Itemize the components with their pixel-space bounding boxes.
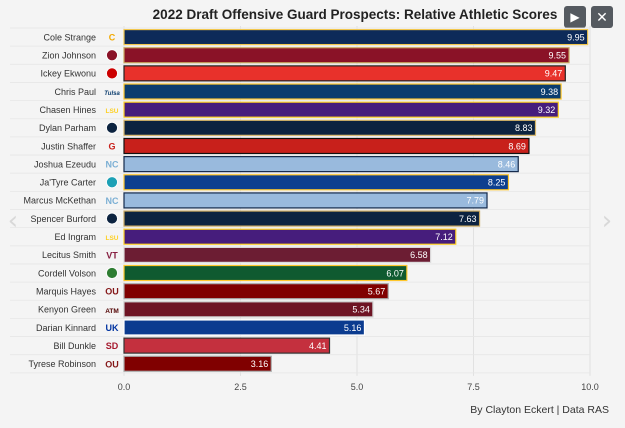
bar xyxy=(123,28,589,46)
logo-sdsu-icon: SD xyxy=(106,341,119,351)
category-label: Ja'Tyre Carter xyxy=(40,178,96,188)
category-label: Chris Paul xyxy=(54,87,96,97)
bar-value-label: 8.46 xyxy=(498,159,516,169)
bar-value-label: 9.47 xyxy=(545,69,563,79)
bar-value-label: 5.16 xyxy=(344,323,362,333)
chevron-left-icon: ‹ xyxy=(7,206,19,236)
logo-c-icon: C xyxy=(109,33,116,43)
bar xyxy=(123,119,537,136)
category-label: Marcus McKethan xyxy=(23,196,96,206)
category-label: Lecitus Smith xyxy=(42,250,96,260)
bar xyxy=(123,283,389,300)
logo-atm-icon: ATM xyxy=(105,308,119,315)
category-label: Justin Shaffer xyxy=(41,141,96,151)
bar xyxy=(123,337,331,354)
bar xyxy=(123,264,408,282)
bar-value-label: 6.07 xyxy=(386,268,404,278)
bar-value-label: 9.55 xyxy=(548,51,566,61)
bar-value-label: 8.25 xyxy=(488,178,506,188)
close-button[interactable]: ✕ xyxy=(591,6,613,28)
category-label: Cole Strange xyxy=(43,32,96,42)
logo-vt-icon: VT xyxy=(106,250,118,260)
logo-uk-icon: UK xyxy=(106,323,119,333)
logo-script-icon: Tulsa xyxy=(104,91,120,97)
bar xyxy=(123,228,457,245)
bar-value-label: 9.38 xyxy=(541,87,559,97)
bar-value-label: 9.32 xyxy=(538,105,556,115)
logo-nc-icon: NC xyxy=(106,196,119,206)
logo-g-icon: G xyxy=(108,141,115,151)
bar xyxy=(123,47,570,64)
logo-bison-icon xyxy=(106,267,118,279)
bar-value-label: 8.69 xyxy=(508,141,526,151)
bar-value-label: 5.67 xyxy=(368,286,386,296)
bar xyxy=(123,65,566,82)
bar xyxy=(123,137,530,155)
logo-ou-icon: OU xyxy=(105,359,119,369)
category-label: Darian Kinnard xyxy=(36,323,96,333)
footer-credit: By Clayton Eckert | Data RAS xyxy=(470,404,609,416)
category-label: Marquis Hayes xyxy=(36,286,97,296)
bar xyxy=(123,246,432,263)
x-tick-label: 10.0 xyxy=(581,382,599,392)
category-label: Joshua Ezeudu xyxy=(34,159,96,169)
category-label: Ickey Ekwonu xyxy=(40,69,96,79)
logo-ring-icon xyxy=(106,176,118,189)
logo-lsu-icon: LSU xyxy=(106,235,119,242)
next-slide-button[interactable]: › xyxy=(598,207,616,235)
logo-tiger-icon xyxy=(106,121,118,134)
bar-value-label: 6.58 xyxy=(410,250,428,260)
play-icon: ▶ xyxy=(570,10,580,24)
logo-wing-icon xyxy=(106,212,118,225)
category-label: Spencer Burford xyxy=(30,214,96,224)
logo-wolf-icon xyxy=(106,67,118,80)
bar-value-label: 5.34 xyxy=(352,305,370,315)
bar xyxy=(123,101,559,118)
bar-value-label: 3.16 xyxy=(251,359,269,369)
play-button[interactable]: ▶ xyxy=(564,6,586,28)
bar xyxy=(123,174,510,191)
bar xyxy=(123,156,519,173)
chart-title: 2022 Draft Offensive Guard Prospects: Re… xyxy=(152,7,558,22)
prev-slide-button[interactable]: ‹ xyxy=(4,207,22,235)
bar-value-label: 7.63 xyxy=(459,214,477,224)
bar xyxy=(123,83,562,100)
category-label: Ed Ingram xyxy=(54,232,96,242)
x-tick-label: 5.0 xyxy=(351,382,364,392)
bar xyxy=(123,210,481,227)
x-tick-label: 2.5 xyxy=(234,382,247,392)
category-label: Chasen Hines xyxy=(39,105,96,115)
chevron-right-icon: › xyxy=(601,206,613,236)
bar xyxy=(123,319,366,336)
bar xyxy=(123,192,488,209)
logo-eagle-icon xyxy=(106,49,118,62)
bar-value-label: 8.83 xyxy=(515,123,533,133)
bar xyxy=(123,355,272,372)
category-label: Dylan Parham xyxy=(39,123,96,133)
category-label: Cordell Volson xyxy=(38,268,96,278)
bar-value-label: 7.12 xyxy=(435,232,453,242)
bar xyxy=(123,301,374,318)
bar-value-label: 7.79 xyxy=(466,196,484,206)
x-tick-label: 7.5 xyxy=(467,382,480,392)
bar-value-label: 9.95 xyxy=(567,32,585,42)
logo-lsu-icon: LSU xyxy=(106,108,119,115)
category-label: Bill Dunkle xyxy=(53,341,96,351)
category-label: Kenyon Green xyxy=(38,305,96,315)
logo-nc-icon: NC xyxy=(106,160,119,170)
bar-value-label: 4.41 xyxy=(309,341,327,351)
category-label: Tyrese Robinson xyxy=(28,359,96,369)
close-icon: ✕ xyxy=(596,9,608,25)
logo-ou-icon: OU xyxy=(105,287,119,297)
category-label: Zion Johnson xyxy=(42,51,96,61)
x-tick-label: 0.0 xyxy=(118,382,131,392)
